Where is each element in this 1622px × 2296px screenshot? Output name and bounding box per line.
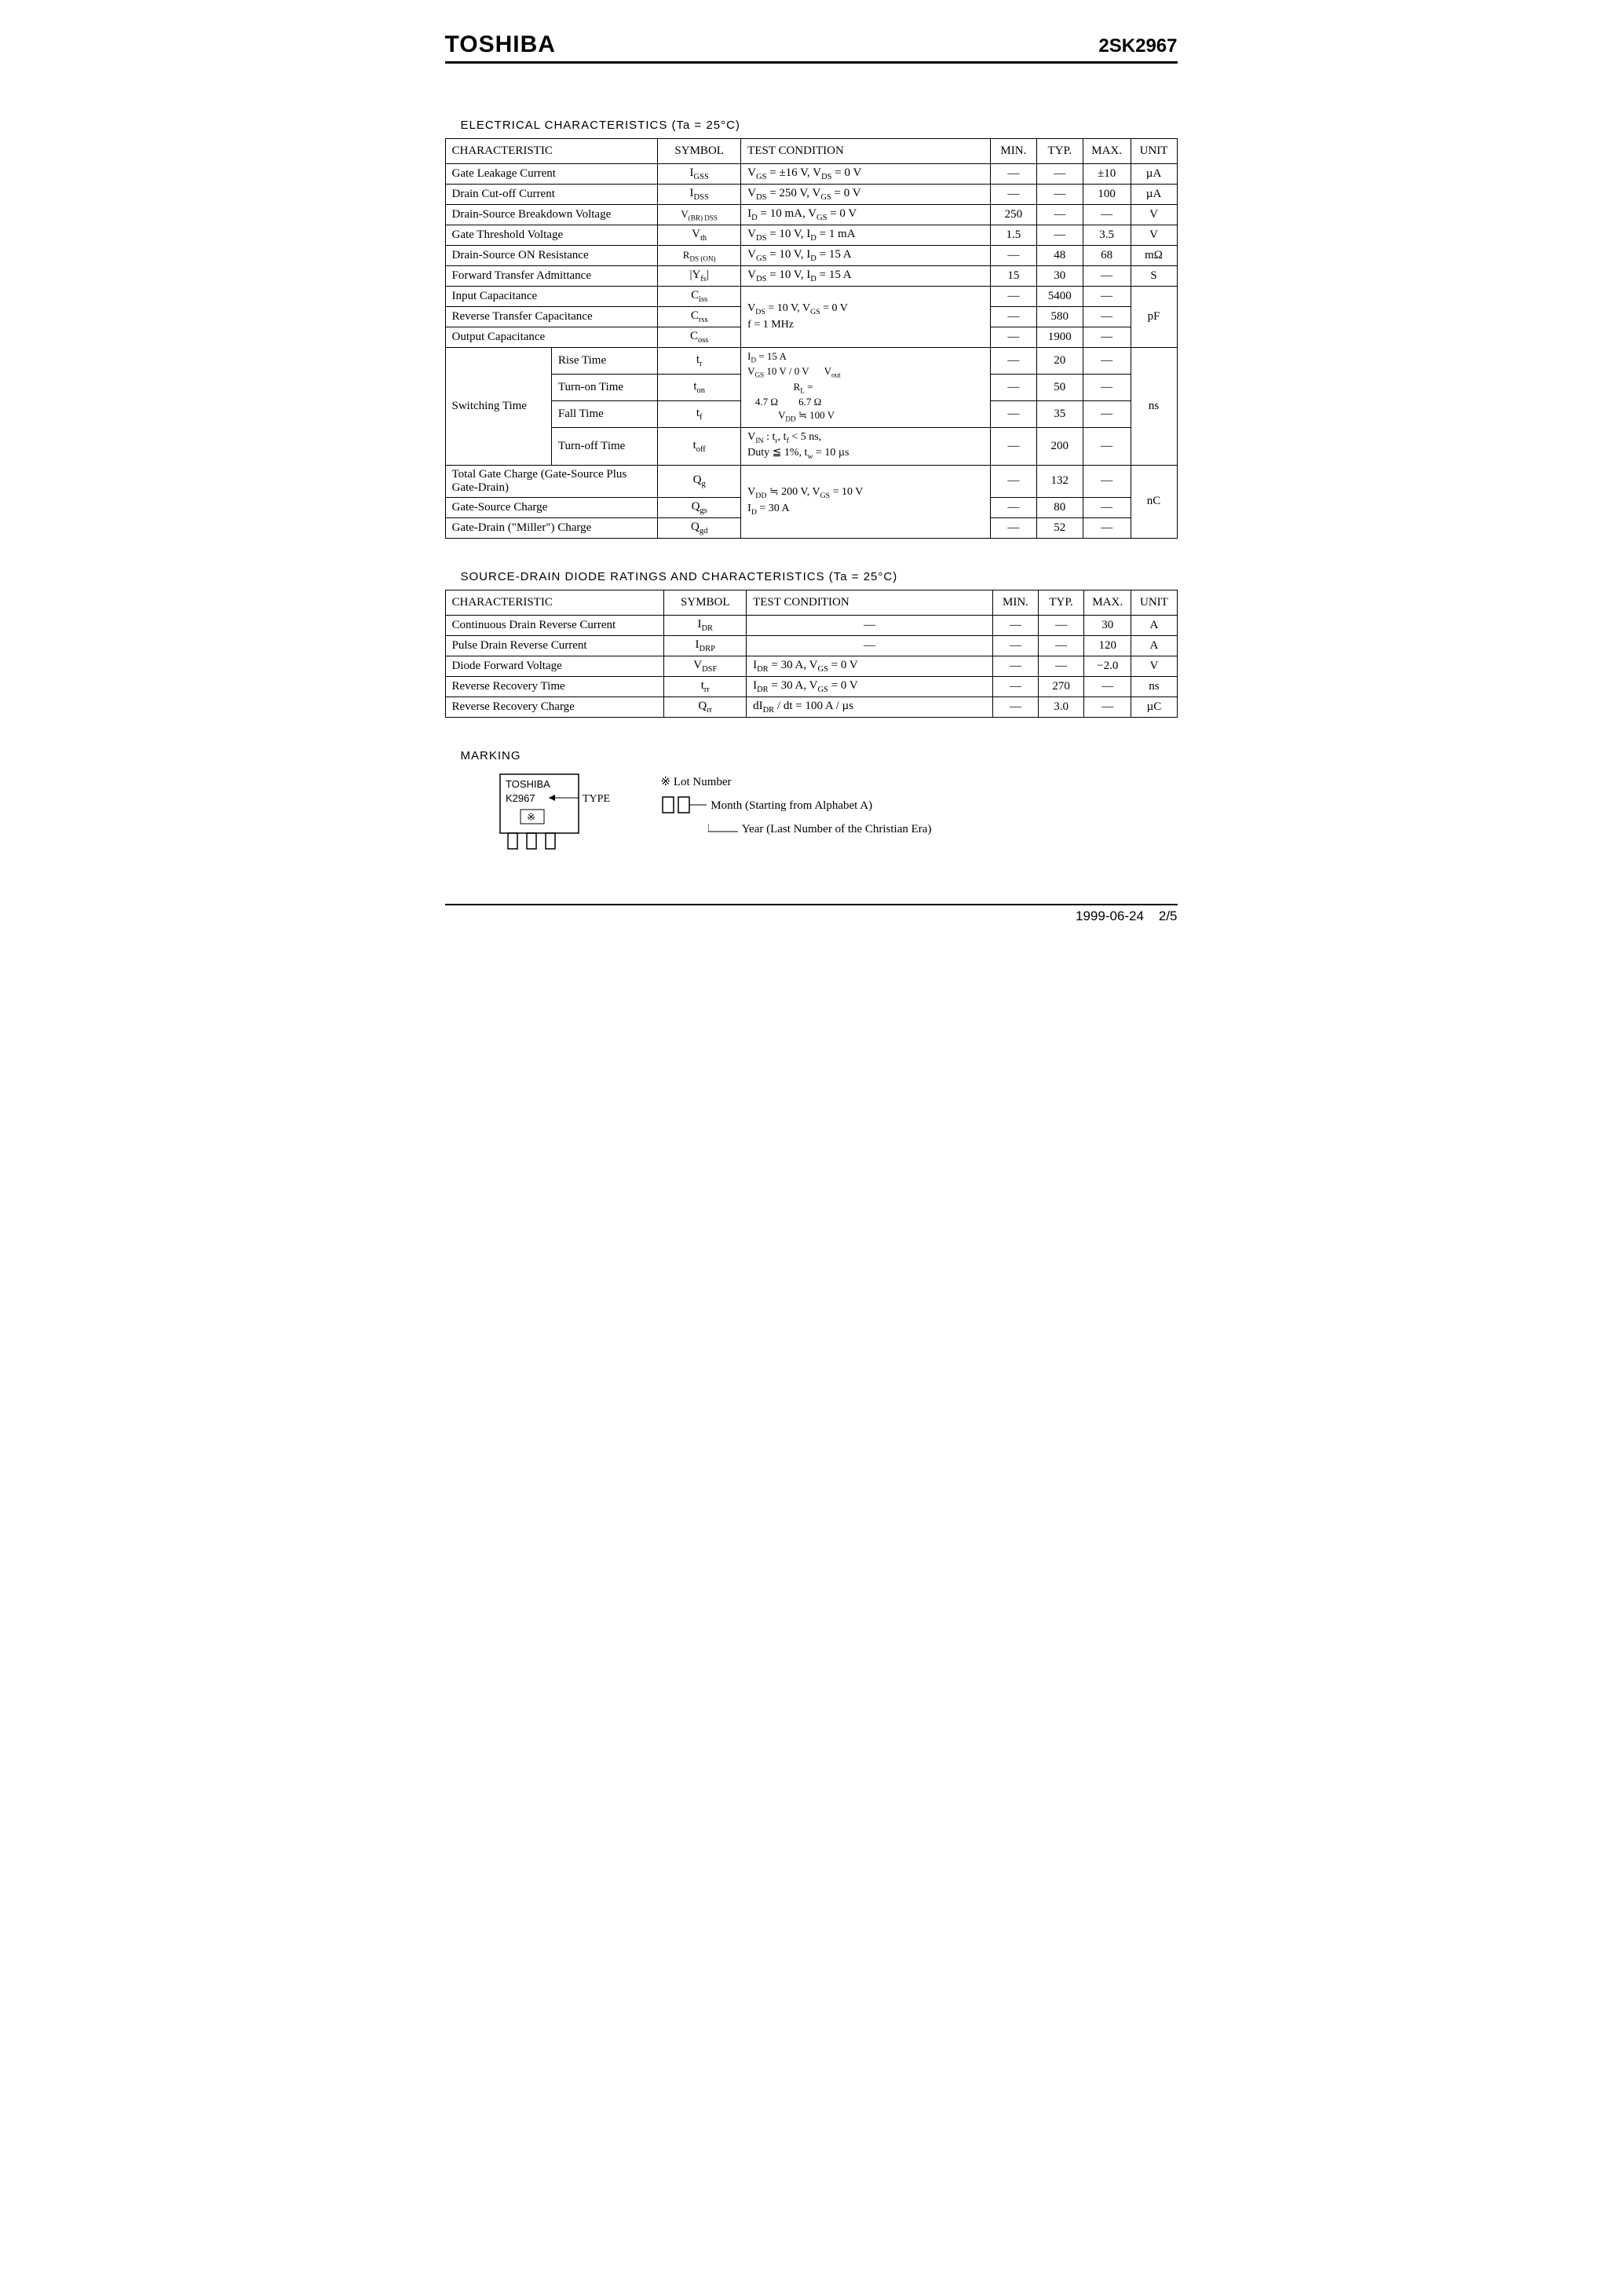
year-line-icon bbox=[708, 824, 740, 835]
year-label: Year (Last Number of the Christian Era) bbox=[742, 823, 932, 835]
svg-text:※: ※ bbox=[527, 811, 535, 823]
marking-diagram: TOSHIBA K2967 ※ TYPE ※ Lot Number Month … bbox=[492, 770, 1178, 857]
section-2-title: SOURCE-DRAIN DIODE RATINGS AND CHARACTER… bbox=[461, 570, 1178, 583]
table-row: Drain-Source Breakdown Voltage V(BR) DSS… bbox=[445, 205, 1177, 225]
page-header: TOSHIBA 2SK2967 bbox=[445, 31, 1178, 64]
part-number: 2SK2967 bbox=[1098, 35, 1177, 57]
electrical-characteristics-table: CHARACTERISTIC SYMBOL TEST CONDITION MIN… bbox=[445, 138, 1178, 539]
table-row: Drain Cut-off Current IDSS VDS = 250 V, … bbox=[445, 185, 1177, 205]
col-symbol: SYMBOL bbox=[658, 139, 741, 164]
table-row: Input Capacitance Ciss VDS = 10 V, VGS =… bbox=[445, 287, 1177, 307]
col-min: MIN. bbox=[990, 139, 1036, 164]
marking-code-row: Month (Starting from Alphabet A) bbox=[661, 794, 932, 817]
month-label: Month (Starting from Alphabet A) bbox=[711, 799, 872, 812]
svg-text:TOSHIBA: TOSHIBA bbox=[506, 778, 550, 790]
table-row: Gate Threshold Voltage Vth VDS = 10 V, I… bbox=[445, 225, 1177, 246]
chip-package-icon: TOSHIBA K2967 ※ TYPE bbox=[492, 770, 630, 857]
table-row: Reverse Recovery Charge Qrr dIDR / dt = … bbox=[445, 696, 1177, 717]
table-header-row: CHARACTERISTIC SYMBOL TEST CONDITION MIN… bbox=[445, 590, 1177, 615]
table-row: Total Gate Charge (Gate-Source Plus Gate… bbox=[445, 465, 1177, 497]
col-characteristic: CHARACTERISTIC bbox=[445, 139, 658, 164]
marking-title: MARKING bbox=[461, 749, 1178, 762]
table-row: Turn-off Time toff VIN : tr, tf < 5 ns,D… bbox=[445, 427, 1177, 465]
table-header-row: CHARACTERISTIC SYMBOL TEST CONDITION MIN… bbox=[445, 139, 1177, 164]
table-row: Continuous Drain Reverse Current IDR — —… bbox=[445, 615, 1177, 635]
table-row: Diode Forward Voltage VDSF IDR = 30 A, V… bbox=[445, 656, 1177, 676]
col-test-condition: TEST CONDITION bbox=[741, 139, 991, 164]
table-row: Pulse Drain Reverse Current IDRP — — — 1… bbox=[445, 635, 1177, 656]
lot-number-label: ※ Lot Number bbox=[661, 770, 932, 794]
code-boxes-icon bbox=[661, 795, 708, 816]
col-typ: TYP. bbox=[1036, 139, 1083, 164]
col-max: MAX. bbox=[1083, 139, 1131, 164]
table-row: Gate Leakage Current IGSS VGS = ±16 V, V… bbox=[445, 164, 1177, 185]
table-row: Reverse Recovery Time trr IDR = 30 A, VG… bbox=[445, 676, 1177, 696]
footer-date: 1999-06-24 bbox=[1076, 909, 1144, 923]
footer-page: 2/5 bbox=[1159, 909, 1178, 923]
table-row: Drain-Source ON Resistance RDS (ON) VGS … bbox=[445, 246, 1177, 266]
svg-text:K2967: K2967 bbox=[506, 792, 535, 804]
brand-logo: TOSHIBA bbox=[445, 31, 556, 58]
page-footer: 1999-06-24 2/5 bbox=[445, 904, 1178, 924]
col-unit: UNIT bbox=[1131, 139, 1177, 164]
section-1-title: ELECTRICAL CHARACTERISTICS (Ta = 25°C) bbox=[461, 119, 1178, 132]
svg-text:TYPE: TYPE bbox=[583, 793, 610, 805]
switching-circuit-diagram: ID = 15 AVGS 10 V / 0 V Vout RL = 4.7 Ω … bbox=[741, 348, 991, 428]
marking-legend: ※ Lot Number Month (Starting from Alphab… bbox=[661, 770, 932, 841]
diode-ratings-table: CHARACTERISTIC SYMBOL TEST CONDITION MIN… bbox=[445, 590, 1178, 718]
table-row: Forward Transfer Admittance |Yfs| VDS = … bbox=[445, 266, 1177, 287]
table-row: Switching Time Rise Time tr ID = 15 AVGS… bbox=[445, 348, 1177, 375]
